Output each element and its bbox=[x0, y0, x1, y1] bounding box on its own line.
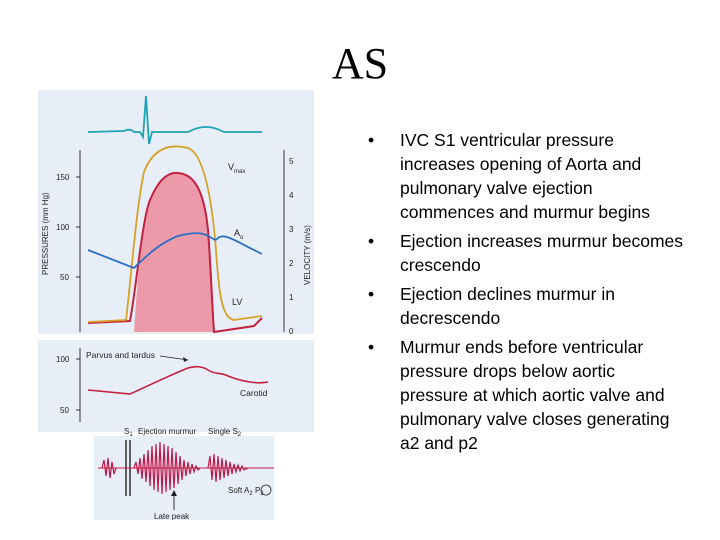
bullet-dot: • bbox=[368, 231, 375, 251]
parvus-arrow bbox=[159, 355, 189, 361]
ao-label: Ao bbox=[234, 228, 244, 241]
pressure-tick: 100 bbox=[56, 223, 70, 232]
velocity-tick: 2 bbox=[289, 259, 294, 268]
velocity-axis-label: VELOCITY (m/s) bbox=[303, 225, 312, 285]
bullet-dot: • bbox=[368, 284, 375, 304]
bullet-item: • Murmur ends before ventricular pressure… bbox=[366, 335, 686, 455]
soft-a2-p2-label: Soft A2 P2 bbox=[228, 486, 264, 497]
bullet-text: IVC S1 ventricular pressure increases op… bbox=[400, 130, 650, 222]
lv-label: LV bbox=[232, 297, 242, 307]
lv-pressure-curve bbox=[87, 171, 263, 334]
ejection-murmur-label: Ejection murmur bbox=[138, 427, 197, 436]
aortic-pressure-curve bbox=[87, 232, 263, 270]
carotid-panel-background bbox=[38, 340, 314, 432]
bullet-item: • Ejection declines murmur in decrescendo bbox=[366, 282, 686, 330]
carotid-tick: 100 bbox=[56, 355, 70, 364]
bullet-dot: • bbox=[368, 337, 375, 357]
carotid-pressure-curve bbox=[87, 365, 269, 395]
velocity-tick: 1 bbox=[289, 293, 294, 302]
bullet-dot: • bbox=[368, 130, 375, 150]
ejection-murmur-waveform bbox=[101, 441, 249, 495]
ecg-trace bbox=[87, 95, 262, 145]
aortic-stenosis-figure: PRESSURES (mm Hg) 150 100 50 VELOCITY (m… bbox=[38, 90, 314, 520]
single-s2-label: Single S2 bbox=[208, 427, 242, 438]
carotid-label: Carotid bbox=[240, 388, 268, 398]
vmax-velocity-curve bbox=[87, 145, 263, 323]
velocity-tick: 4 bbox=[289, 191, 294, 200]
bullet-item: • IVC S1 ventricular pressure increases o… bbox=[366, 128, 686, 224]
bullet-text: Ejection increases murmur becomes cresce… bbox=[400, 231, 684, 275]
bullet-text: Ejection declines murmur in decrescendo bbox=[400, 284, 615, 328]
parvus-tardus-label: Parvus and tardus bbox=[86, 350, 155, 360]
pressure-tick: 50 bbox=[60, 273, 69, 282]
bullet-text: Murmur ends before ventricular pressure … bbox=[400, 337, 670, 453]
s1-label: S1 bbox=[124, 427, 133, 438]
carotid-tick: 50 bbox=[60, 406, 69, 415]
phono-panel-background bbox=[94, 436, 274, 520]
bullet-list: • IVC S1 ventricular pressure increases o… bbox=[366, 128, 686, 460]
pressures-axis-label: PRESSURES (mm Hg) bbox=[41, 192, 50, 275]
late-peak-label: Late peak bbox=[154, 512, 190, 520]
lv-pressure-fill bbox=[134, 172, 214, 332]
velocity-tick: 5 bbox=[289, 157, 294, 166]
bullet-item: • Ejection increases murmur becomes cresc… bbox=[366, 229, 686, 277]
velocity-tick: 3 bbox=[289, 225, 294, 234]
velocity-tick: 0 bbox=[289, 327, 294, 336]
vmax-label: Vmax bbox=[228, 162, 245, 175]
pressure-tick: 150 bbox=[56, 173, 70, 182]
slide-title: AS bbox=[331, 39, 389, 88]
